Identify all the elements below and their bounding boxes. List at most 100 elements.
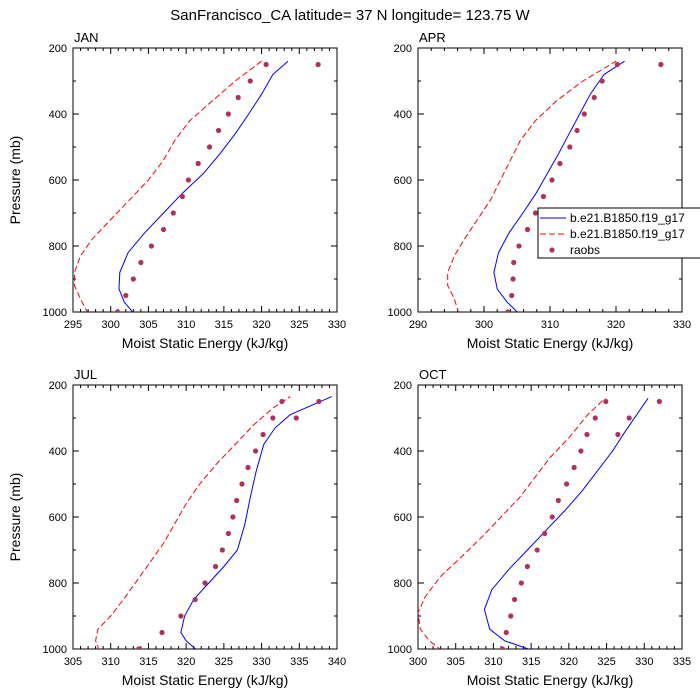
y-tick-label: 1000 — [43, 644, 67, 656]
raobs-point — [293, 415, 299, 421]
series-line-dashed — [418, 397, 606, 649]
raobs-point — [581, 111, 587, 117]
x-tick-label: 315 — [522, 656, 540, 668]
series-line-solid — [493, 60, 625, 312]
raobs-point — [603, 398, 609, 405]
raobs-point — [206, 144, 213, 150]
x-tick-label: 300 — [409, 656, 427, 668]
raobs-point — [524, 226, 531, 233]
raobs-point — [592, 415, 598, 421]
legend-box — [537, 207, 700, 259]
y-tick-label: 200 — [394, 43, 412, 55]
raobs-point — [511, 259, 517, 266]
raobs-point — [230, 514, 236, 520]
legend: b.e21.B1850.f19_g17 b.e21.B1850.f19_g17ra… — [537, 207, 700, 259]
y-tick-label: 200 — [49, 43, 67, 55]
raobs-point — [130, 276, 136, 282]
x-tick-label: 310 — [102, 656, 120, 668]
raobs-point — [516, 243, 522, 249]
figure-title: SanFrancisco_CA latitude= 37 N longitude… — [170, 7, 530, 24]
raobs-point — [532, 210, 539, 216]
raobs-point — [179, 193, 185, 200]
y-tick-label: 800 — [394, 241, 412, 253]
raobs-point — [503, 629, 509, 636]
y-tick-label: 1000 — [388, 307, 412, 319]
raobs-point — [247, 78, 253, 84]
x-tick-label: 310 — [484, 656, 502, 668]
plot-area — [418, 397, 662, 649]
x-tick-label: 295 — [64, 319, 82, 331]
raobs-point — [549, 514, 555, 520]
raobs-point — [614, 61, 620, 68]
panel-label: JAN — [74, 30, 99, 45]
raobs-point — [534, 547, 540, 553]
y-tick-label: 800 — [49, 241, 67, 253]
x-tick-label: 300 — [102, 319, 120, 331]
y-axis-label: Pressure (mb) — [7, 473, 23, 562]
raobs-point — [658, 61, 664, 68]
x-tick-label: 325 — [215, 656, 233, 668]
legend-label: b.e21.B1850.f19_g17 — [570, 211, 685, 225]
raobs-point — [315, 61, 321, 68]
x-axis-label: Moist Static Energy (kJ/kg) — [122, 672, 289, 688]
x-tick-label: 320 — [560, 656, 578, 668]
y-tick-label: 800 — [394, 578, 412, 590]
y-axis-label: Pressure (mb) — [7, 136, 23, 225]
y-tick-label: 600 — [394, 512, 412, 524]
raobs-point — [578, 448, 584, 454]
raobs-point — [499, 646, 506, 649]
x-tick-label: 315 — [215, 319, 233, 331]
raobs-point — [239, 481, 245, 487]
y-tick-label: 600 — [49, 175, 67, 187]
x-tick-label: 310 — [177, 319, 195, 331]
raobs-point — [212, 563, 219, 570]
raobs-point — [234, 497, 240, 504]
raobs-point — [148, 243, 155, 249]
y-tick-label: 200 — [49, 380, 67, 392]
plot-frame — [72, 47, 338, 313]
raobs-point — [138, 259, 144, 266]
x-tick-label: 330 — [328, 319, 346, 331]
plot-area — [74, 60, 321, 312]
x-tick-label: 330 — [673, 319, 691, 331]
x-tick-label: 335 — [673, 656, 691, 668]
raobs-point — [245, 464, 251, 471]
raobs-point — [225, 111, 231, 117]
x-axis-label: Moist Static Energy (kJ/kg) — [122, 335, 289, 351]
y-tick-label: 400 — [394, 109, 412, 121]
raobs-point — [567, 144, 573, 150]
plot-area — [447, 60, 664, 312]
series-line-solid — [118, 60, 289, 312]
raobs-point — [542, 530, 548, 537]
y-tick-label: 600 — [394, 175, 412, 187]
y-tick-label: 400 — [394, 446, 412, 458]
x-tick-label: 305 — [139, 319, 157, 331]
x-tick-label: 330 — [635, 656, 653, 668]
raobs-point — [136, 646, 142, 649]
raobs-point — [563, 481, 570, 487]
raobs-point — [509, 292, 515, 299]
legend-label: b.e21.B1850.f19_g17 — [570, 227, 685, 241]
raobs-point — [626, 415, 632, 421]
x-tick-label: 330 — [252, 656, 270, 668]
plot-area — [95, 396, 332, 649]
legend-label: raobs — [570, 243, 600, 257]
raobs-point — [615, 431, 621, 438]
x-axis-label: Moist Static Energy (kJ/kg) — [467, 672, 634, 688]
raobs-point — [524, 563, 530, 570]
x-tick-label: 300 — [475, 319, 493, 331]
raobs-point — [584, 431, 590, 438]
raobs-point — [511, 596, 518, 603]
x-tick-label: 320 — [252, 319, 270, 331]
raobs-point — [219, 547, 225, 553]
series-line-dashed — [95, 396, 291, 649]
raobs-point — [235, 94, 241, 101]
raobs-point — [225, 530, 231, 537]
raobs-point — [202, 580, 208, 586]
raobs-point — [571, 464, 577, 471]
series-line-solid — [180, 396, 332, 649]
series-line-dashed — [74, 60, 262, 312]
